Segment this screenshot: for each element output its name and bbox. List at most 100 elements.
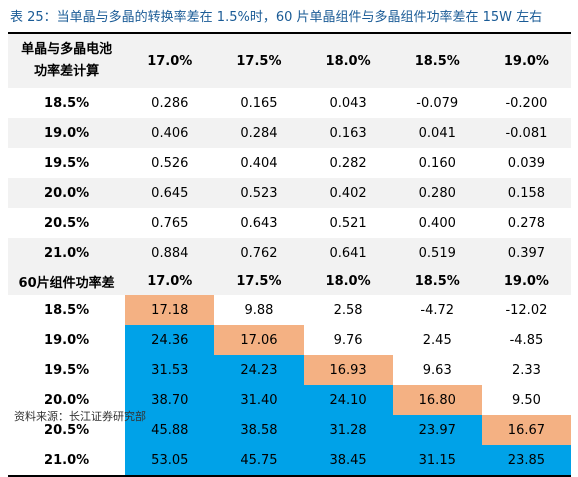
table-cell: 0.039	[507, 155, 546, 171]
table-cell: 0.041	[392, 118, 482, 148]
table-cell: 0.765	[151, 215, 189, 231]
highlighted-cell-blue: 23.85	[481, 445, 571, 477]
cell-power-row: 19.0% 0.406 0.284 0.163 0.041 -0.081	[8, 118, 571, 148]
table-cell: 0.165	[240, 95, 278, 111]
highlighted-cell-blue: 38.45	[303, 445, 393, 477]
row-label: 19.5%	[8, 355, 126, 385]
cell-power-row: 21.0% 0.884 0.762 0.641 0.519 0.397	[8, 238, 571, 268]
table-cell: 0.884	[125, 238, 215, 268]
table-cell: 0.521	[329, 215, 367, 231]
highlighted-cell-orange: 17.18	[125, 295, 215, 325]
highlighted-cell-orange: 17.06	[214, 325, 304, 355]
table-cell: 0.397	[481, 238, 571, 268]
table-cell: 0.519	[392, 238, 482, 268]
column-header: 19.0%	[481, 268, 571, 295]
row-label: 20.0%	[8, 178, 126, 208]
column-header: 17.0%	[125, 268, 215, 295]
table-cell: 0.400	[418, 215, 456, 231]
table-cell: 0.158	[481, 178, 571, 208]
highlighted-cell-blue: 31.53	[125, 355, 215, 385]
table-cell: 0.762	[214, 238, 304, 268]
module-power-row: 21.0% 53.05 45.75 38.45 31.15 23.85	[8, 445, 571, 477]
table-cell: 0.641	[303, 238, 393, 268]
section1-corner-label: 单晶与多晶电池 功率差计算	[8, 32, 126, 88]
column-header: 17.5%	[214, 268, 304, 295]
highlighted-cell-blue: 24.23	[214, 355, 304, 385]
row-label: 21.0%	[8, 238, 126, 268]
highlighted-cell-blue: 24.10	[303, 385, 393, 415]
row-label: 19.0%	[8, 118, 126, 148]
table-cell: -4.85	[481, 325, 571, 355]
table-cell: 0.523	[214, 178, 304, 208]
cell-power-row: 19.5% 0.526 0.404 0.282 0.160 0.039	[8, 148, 571, 178]
row-label: 21.0%	[8, 445, 126, 477]
highlighted-cell-blue: 31.28	[303, 415, 393, 445]
table-cell: 0.645	[125, 178, 215, 208]
table-cell: 2.45	[392, 325, 482, 355]
power-difference-table: 单晶与多晶电池 功率差计算 17.0% 17.5% 18.0% 18.5% 19…	[8, 32, 571, 477]
cell-power-row: 18.5% 0.286 0.165 0.043 -0.079 -0.200	[8, 88, 571, 118]
module-power-row: 19.5% 31.53 24.23 16.93 9.63 2.33	[8, 355, 571, 385]
column-header: 19.0%	[481, 32, 571, 88]
source-note: 资料来源：长江证券研究部	[14, 410, 146, 423]
table-cell: 0.282	[329, 155, 367, 171]
corner-label-line2: 功率差计算	[34, 64, 100, 79]
table-cell: 2.33	[481, 355, 571, 385]
table-cell: 9.88	[214, 295, 304, 325]
row-label: 18.5%	[8, 295, 126, 325]
highlighted-cell-blue: 31.40	[214, 385, 304, 415]
table-title: 表 25：当单晶与多晶的转换率差在 1.5%时，60 片单晶组件与多晶组件功率差…	[10, 10, 543, 25]
section1-header-row: 单晶与多晶电池 功率差计算 17.0% 17.5% 18.0% 18.5% 19…	[8, 32, 571, 88]
table-cell: 0.404	[240, 155, 278, 171]
column-header: 17.0%	[125, 32, 215, 88]
module-power-row: 19.0% 24.36 17.06 9.76 2.45 -4.85	[8, 325, 571, 355]
table-cell: 0.402	[303, 178, 393, 208]
module-power-row: 18.5% 17.18 9.88 2.58 -4.72 -12.02	[8, 295, 571, 325]
table-cell: -12.02	[481, 295, 571, 325]
table-cell: 0.286	[151, 95, 189, 111]
column-header: 18.5%	[392, 32, 482, 88]
column-header: 17.5%	[214, 32, 304, 88]
row-label: 20.5%	[44, 215, 90, 231]
highlighted-cell-blue: 31.15	[392, 445, 482, 477]
table-cell: 0.643	[240, 215, 278, 231]
table-cell: 9.50	[481, 385, 571, 415]
highlighted-cell-blue: 45.75	[214, 445, 304, 477]
row-label: 19.0%	[8, 325, 126, 355]
column-header: 18.5%	[392, 268, 482, 295]
table-cell: 0.163	[303, 118, 393, 148]
table-cell: 9.76	[303, 325, 393, 355]
highlighted-cell-blue: 38.58	[214, 415, 304, 445]
table-cell: 9.63	[392, 355, 482, 385]
cell-power-row: 20.5% 0.765 0.643 0.521 0.400 0.278	[8, 208, 571, 238]
table-cell: -0.200	[505, 95, 548, 111]
table-cell: 0.406	[125, 118, 215, 148]
table-cell: 0.160	[418, 155, 456, 171]
table-cell: -0.079	[416, 95, 459, 111]
row-label: 19.5%	[44, 155, 90, 171]
highlighted-cell-orange: 16.67	[481, 415, 571, 445]
table-cell: -0.081	[481, 118, 571, 148]
row-label: 20.0%	[8, 385, 126, 415]
highlighted-cell-orange: 16.80	[392, 385, 482, 415]
table-cell: -4.72	[392, 295, 482, 325]
row-label: 18.5%	[44, 95, 90, 111]
highlighted-cell-blue: 53.05	[125, 445, 215, 477]
highlighted-cell-blue: 38.70	[125, 385, 215, 415]
table-cell: 0.280	[392, 178, 482, 208]
section2-header-row: 60片组件功率差 17.0% 17.5% 18.0% 18.5% 19.0%	[8, 268, 571, 295]
table-cell: 0.278	[507, 215, 546, 231]
section2-corner-label: 60片组件功率差	[8, 268, 126, 295]
table-cell: 2.58	[303, 295, 393, 325]
column-header: 18.0%	[303, 268, 393, 295]
highlighted-cell-orange: 16.93	[303, 355, 393, 385]
table-cell: 0.526	[151, 155, 189, 171]
cell-power-row: 20.0% 0.645 0.523 0.402 0.280 0.158	[8, 178, 571, 208]
highlighted-cell-blue: 24.36	[125, 325, 215, 355]
corner-label-line1: 单晶与多晶电池	[21, 42, 113, 57]
table-cell: 0.284	[214, 118, 304, 148]
module-power-row: 20.0% 38.70 31.40 24.10 16.80 9.50	[8, 385, 571, 415]
column-header: 18.0%	[303, 32, 393, 88]
highlighted-cell-blue: 23.97	[392, 415, 482, 445]
table-cell: 0.043	[329, 95, 367, 111]
